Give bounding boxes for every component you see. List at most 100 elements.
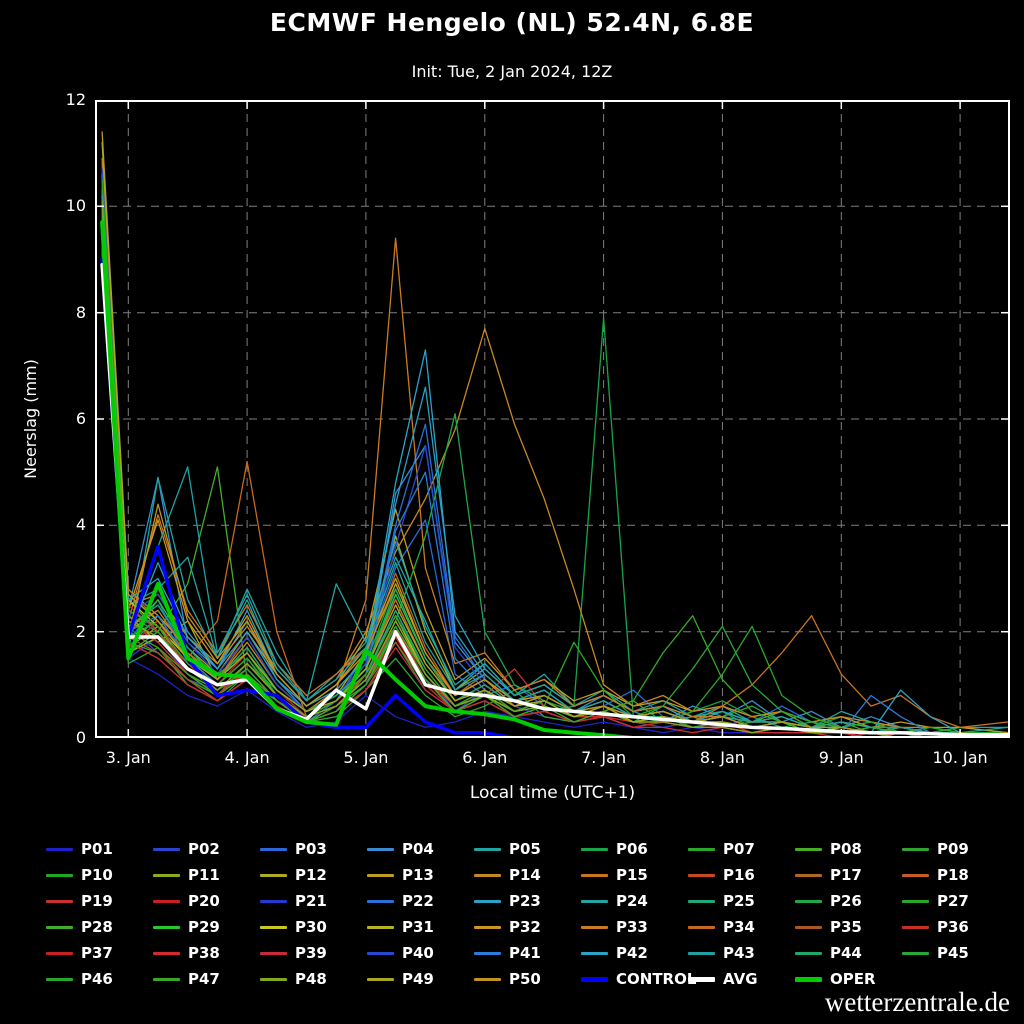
x-tick-label: 4. Jan — [224, 748, 270, 767]
series-AVG — [100, 263, 1010, 737]
series-P25 — [101, 248, 1009, 738]
legend-item-P30: P30 — [260, 914, 367, 940]
legend-item-label: P08 — [830, 840, 862, 858]
legend-item-label: OPER — [830, 970, 876, 988]
legend-color-sample — [581, 899, 608, 903]
series-P03 — [101, 216, 1009, 734]
legend-item-label: P36 — [937, 918, 969, 936]
legend-item-P50: P50 — [474, 966, 581, 992]
legend-item-label: P32 — [509, 918, 541, 936]
legend-item-label: P09 — [937, 840, 969, 858]
legend-item-label: P42 — [616, 944, 648, 962]
series-P40 — [101, 168, 1009, 738]
series-P16 — [101, 269, 1009, 738]
legend-item-P07: P07 — [688, 836, 795, 862]
legend-item-label: AVG — [723, 970, 758, 988]
legend-item-P27: P27 — [902, 888, 1009, 914]
legend-item-P13: P13 — [367, 862, 474, 888]
series-P20 — [101, 189, 1009, 738]
legend-item-label: P31 — [402, 918, 434, 936]
legend-color-sample — [46, 951, 73, 955]
legend-item-label: P14 — [509, 866, 541, 884]
legend-item-label: P43 — [723, 944, 755, 962]
legend-item-P03: P03 — [260, 836, 367, 862]
legend-item-label: P22 — [402, 892, 434, 910]
legend-item-label: P40 — [402, 944, 434, 962]
legend-color-sample — [795, 847, 822, 851]
legend-color-sample — [260, 977, 287, 981]
legend-item-P16: P16 — [688, 862, 795, 888]
x-tick-label: 9. Jan — [818, 748, 864, 767]
chart-subtitle: Init: Tue, 2 Jan 2024, 12Z — [411, 62, 613, 81]
legend-color-sample — [474, 925, 501, 929]
legend-color-sample — [46, 977, 73, 981]
legend-item-label: P16 — [723, 866, 755, 884]
legend-item-P19: P19 — [46, 888, 153, 914]
legend-item-label: P10 — [81, 866, 113, 884]
legend-color-sample — [795, 899, 822, 903]
legend-item-P11: P11 — [153, 862, 260, 888]
legend-item-label: P34 — [723, 918, 755, 936]
plot-border — [95, 100, 1010, 738]
legend-item-label: P18 — [937, 866, 969, 884]
legend-item-label: P24 — [616, 892, 648, 910]
legend-item-label: P13 — [402, 866, 434, 884]
legend-item-P40: P40 — [367, 940, 474, 966]
legend-item-label: P06 — [616, 840, 648, 858]
legend-item-P45: P45 — [902, 940, 1009, 966]
legend-item-P49: P49 — [367, 966, 474, 992]
legend-item-label: P48 — [295, 970, 327, 988]
legend-item-P12: P12 — [260, 862, 367, 888]
legend-item-P28: P28 — [46, 914, 153, 940]
legend-color-sample — [260, 899, 287, 903]
legend-item-P43: P43 — [688, 940, 795, 966]
y-tick-label: 0 — [75, 728, 86, 747]
series-P05 — [101, 232, 1009, 734]
legend-item-label: P45 — [937, 944, 969, 962]
legend-item-P25: P25 — [688, 888, 795, 914]
legend-item-label: P20 — [188, 892, 220, 910]
legend-item-label: P12 — [295, 866, 327, 884]
legend-item-P17: P17 — [795, 862, 902, 888]
legend-item-label: P19 — [81, 892, 113, 910]
legend-item-label: P26 — [830, 892, 862, 910]
y-tick-label: 4 — [75, 515, 86, 535]
legend-item-P08: P08 — [795, 836, 902, 862]
legend-color-sample — [153, 873, 180, 877]
legend-item-P23: P23 — [474, 888, 581, 914]
legend-color-sample — [260, 925, 287, 929]
legend-item-P15: P15 — [581, 862, 688, 888]
legend-item-P26: P26 — [795, 888, 902, 914]
series-P02 — [101, 248, 1009, 738]
plot-area — [95, 100, 1010, 738]
legend-item-label: P21 — [295, 892, 327, 910]
legend-item-P32: P32 — [474, 914, 581, 940]
legend-color-sample — [581, 873, 608, 877]
series-OPER — [100, 220, 1010, 738]
x-tick-label: 7. Jan — [581, 748, 627, 767]
legend-item-label: P49 — [402, 970, 434, 988]
legend-item-P31: P31 — [367, 914, 474, 940]
legend-item-P37: P37 — [46, 940, 153, 966]
legend-item-P35: P35 — [795, 914, 902, 940]
legend-color-sample — [902, 899, 929, 903]
precipitation-ensemble-chart — [95, 100, 1010, 738]
y-axis-label: Neerslag (mm) — [21, 359, 40, 479]
legend-item-P05: P05 — [474, 836, 581, 862]
legend-item-AVG: AVG — [688, 966, 795, 992]
x-tick-label: 3. Jan — [105, 748, 151, 767]
legend-item-P47: P47 — [153, 966, 260, 992]
legend-item-label: P46 — [81, 970, 113, 988]
legend-item-label: P44 — [830, 944, 862, 962]
legend-color-sample — [902, 873, 929, 877]
legend-color-sample — [581, 847, 608, 851]
legend-item-label: P03 — [295, 840, 327, 858]
legend-color-sample — [260, 951, 287, 955]
legend-item-label: P28 — [81, 918, 113, 936]
legend-color-sample — [260, 873, 287, 877]
legend-color-sample — [902, 847, 929, 851]
legend-item-label: P27 — [937, 892, 969, 910]
legend-color-sample — [902, 925, 929, 929]
legend-item-label: P41 — [509, 944, 541, 962]
